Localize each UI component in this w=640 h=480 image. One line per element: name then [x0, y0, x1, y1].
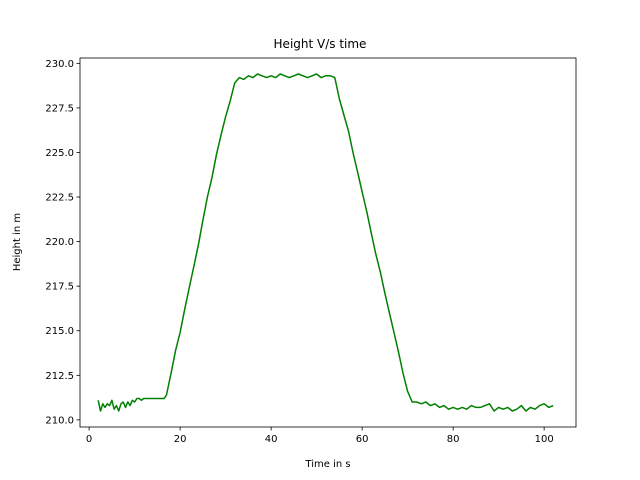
y-tick-label: 220.0 — [45, 237, 74, 248]
x-tick-label: 20 — [174, 434, 187, 445]
chart-title: Height V/s time — [274, 37, 367, 51]
series-layer — [97, 73, 554, 412]
y-tick-label: 230.0 — [45, 59, 74, 70]
y-tick-label: 227.5 — [45, 103, 74, 114]
x-tick-label: 100 — [535, 434, 554, 445]
x-tick-label: 0 — [86, 434, 92, 445]
y-tick-label: 212.5 — [45, 371, 74, 382]
axes-background — [80, 58, 576, 427]
x-axis-title: Time in s — [304, 459, 350, 470]
x-tick-label: 40 — [265, 434, 278, 445]
y-tick-label: 210.0 — [45, 415, 74, 426]
series-line-1 — [97, 73, 554, 412]
x-axis: 0 20 40 60 80 100 — [86, 427, 554, 445]
y-tick-label: 217.5 — [45, 282, 74, 293]
y-tick-label: 225.0 — [45, 148, 74, 159]
x-tick-label: 80 — [447, 434, 460, 445]
axes-frame — [79, 57, 577, 428]
plot-area — [79, 57, 577, 428]
y-axis: 210.0 212.5 215.0 217.5 220.0 222.5 225.0 227.5… — [45, 59, 80, 426]
y-tick-label: 215.0 — [45, 326, 74, 337]
x-tick-label: 60 — [356, 434, 369, 445]
y-axis-title: Height in m — [12, 213, 23, 271]
y-tick-label: 222.5 — [45, 193, 74, 204]
